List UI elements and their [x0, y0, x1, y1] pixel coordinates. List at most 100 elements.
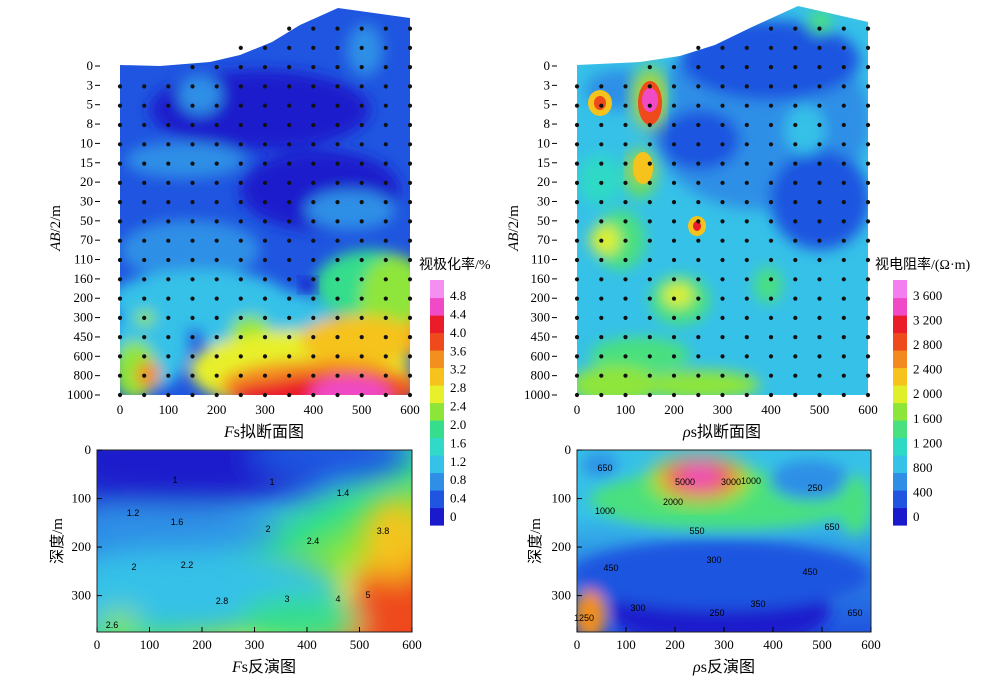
fs-inv-x-tick-label: 600 [402, 637, 422, 652]
measurement-point [865, 257, 871, 263]
fs-pseudo-x-tick-label: 0 [117, 402, 124, 417]
measurement-point [720, 277, 725, 282]
measurement-point [166, 296, 171, 301]
measurement-point [768, 45, 774, 51]
fs-colorbar: 视极化率/% 4.8 4.4 4.0 3.6 3.2 2.8 2.4 2.0 1.6 1.2 0.8… [419, 256, 491, 526]
measurement-point [190, 200, 195, 205]
measurement-point [793, 161, 798, 166]
fs-pseudo-x-tick-label: 200 [207, 402, 227, 417]
rho-colorbar-tick-label: 2 000 [913, 386, 942, 401]
rho-inversion-y-axis-label: 深度/m [527, 518, 544, 564]
measurement-point [262, 84, 268, 89]
measurement-point [335, 103, 340, 108]
measurement-point [720, 142, 725, 147]
measurement-point [817, 296, 822, 301]
fs-inv-x-tick-label: 300 [245, 637, 265, 652]
rho-pseudo-y-tick-label: 600 [531, 348, 551, 363]
measurement-point [214, 84, 219, 89]
measurement-point [744, 315, 749, 320]
measurement-point [407, 161, 413, 166]
measurement-point [574, 142, 580, 147]
fs-pseudo-y-tick-label: 8 [87, 116, 94, 131]
measurement-point [311, 45, 316, 51]
measurement-point [238, 373, 243, 378]
measurement-point [166, 354, 171, 359]
rho-pseudo-y-tick-label: 20 [537, 174, 550, 189]
measurement-point [744, 373, 749, 378]
measurement-point [841, 315, 846, 320]
measurement-point [671, 103, 677, 108]
measurement-point [744, 45, 749, 51]
measurement-point [238, 315, 243, 320]
fs-colorbar-tick-label: 0.4 [450, 491, 467, 506]
measurement-point [262, 142, 268, 147]
fs-pseudo-y-tick-label: 20 [80, 174, 93, 189]
measurement-point [311, 354, 316, 359]
measurement-point [793, 180, 798, 185]
measurement-point [865, 122, 871, 128]
measurement-point [696, 257, 701, 263]
measurement-point [696, 122, 701, 128]
measurement-point [623, 315, 628, 320]
rho-pseudo-y-axis: 0 3 5 8 10 15 20 30 50 70 110 160 200 300 450 600 800 100… [524, 58, 557, 402]
measurement-point [768, 277, 774, 282]
measurement-point [696, 392, 701, 398]
measurement-point [142, 180, 147, 185]
measurement-point [383, 296, 388, 301]
fs-inv-x-tick-label: 500 [350, 637, 370, 652]
measurement-point [793, 219, 798, 224]
measurement-point [190, 257, 195, 263]
measurement-point [599, 161, 604, 166]
rho-pseudo-x-tick-label: 100 [616, 402, 636, 417]
rho-colorbar-title: 视电阻率/(Ω·m) [875, 256, 971, 273]
measurement-point [574, 180, 580, 185]
measurement-point [865, 296, 871, 301]
measurement-point [623, 257, 628, 263]
rho-pseudo-y-tick-label: 200 [531, 290, 551, 305]
measurement-point [335, 45, 340, 51]
measurement-point [817, 122, 822, 128]
fs-inv-contour-label: 2.2 [181, 560, 194, 570]
measurement-point [696, 84, 701, 89]
rho-pseudo-section-chart: 0 3 5 8 10 15 20 30 50 70 110 160 200 300 450 600 800 100… [506, 6, 971, 526]
rho-inv-contour-label: 650 [824, 522, 839, 532]
measurement-point [407, 315, 413, 320]
measurement-point [574, 277, 580, 282]
rho-inv-x-tick-label: 400 [763, 637, 783, 652]
rho-colorbar-tick-label: 0 [913, 509, 920, 524]
measurement-point [262, 335, 268, 340]
measurement-point [262, 277, 268, 282]
measurement-point [793, 122, 798, 128]
measurement-point [190, 335, 195, 340]
measurement-point [865, 180, 871, 185]
measurement-point [262, 354, 268, 359]
measurement-point [359, 354, 364, 359]
measurement-point [720, 122, 725, 128]
measurement-point [238, 200, 243, 205]
measurement-point [190, 315, 195, 320]
measurement-point [865, 373, 871, 378]
fs-inversion-contour-labels: 1 1 1.4 1.2 1.6 2 2 2.4 2.2 2.6 2.8 3 3.8 4 5 [106, 475, 390, 630]
measurement-point [623, 122, 628, 128]
fs-pseudo-y-tick-label: 450 [74, 329, 94, 344]
measurement-point [359, 257, 364, 263]
measurement-point [793, 335, 798, 340]
measurement-point [720, 84, 725, 89]
measurement-point [383, 161, 388, 166]
rho-colorbar-block [893, 350, 907, 369]
measurement-point [744, 335, 749, 340]
rho-inv-y-tick-label: 300 [552, 588, 572, 603]
measurement-point [720, 103, 725, 108]
measurement-point [117, 161, 123, 166]
measurement-point [262, 296, 268, 301]
measurement-point [190, 354, 195, 359]
rho-inv-contour-label: 450 [603, 563, 618, 573]
measurement-point [768, 142, 774, 147]
measurement-point [671, 296, 677, 301]
rho-pseudo-y-tick-label: 3 [544, 77, 551, 92]
measurement-point [720, 200, 725, 205]
measurement-point [117, 315, 123, 320]
measurement-point [142, 238, 147, 243]
measurement-point [287, 335, 292, 340]
measurement-point [696, 277, 701, 282]
